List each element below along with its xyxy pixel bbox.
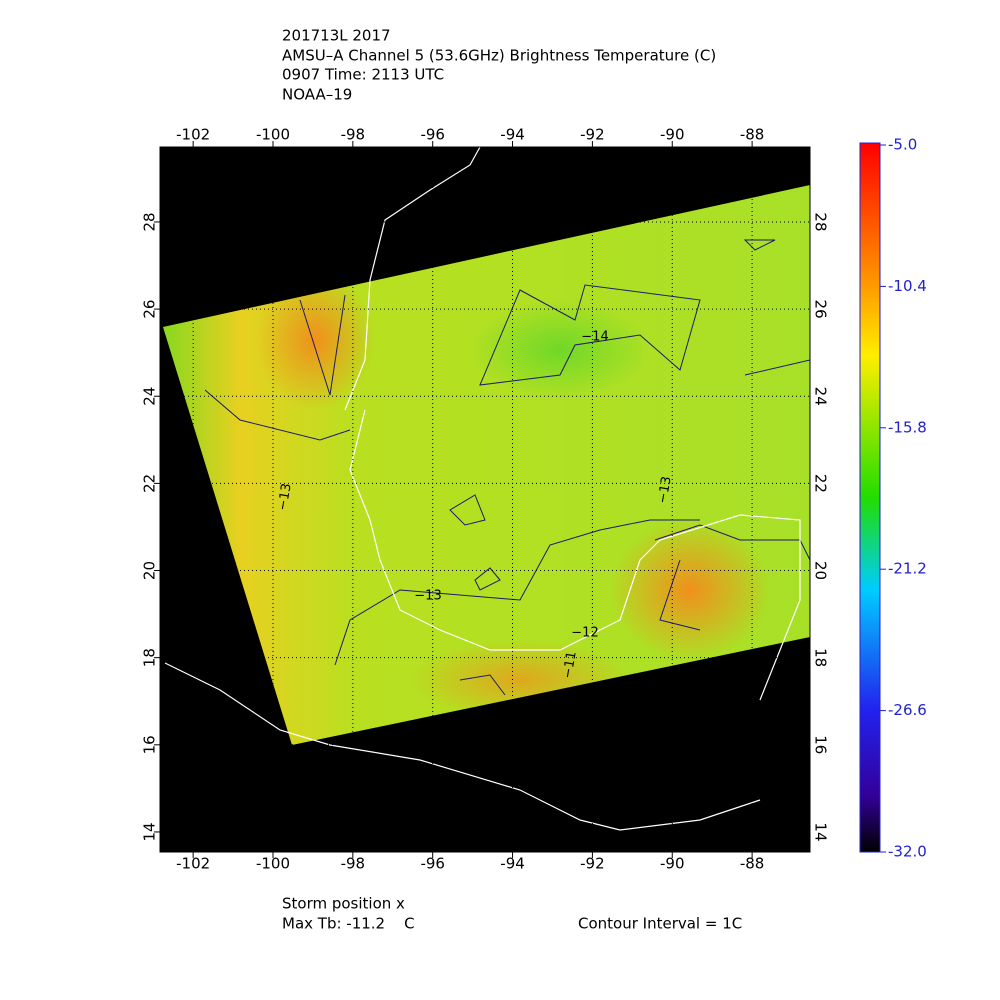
lat-tick-label: 24 bbox=[141, 387, 159, 406]
lat-tick-label: 28 bbox=[141, 212, 159, 231]
swath bbox=[163, 147, 810, 831]
lat-tick-label: 22 bbox=[812, 474, 830, 493]
lon-tick-label: -102 bbox=[176, 126, 210, 144]
lat-tick-label: 18 bbox=[141, 648, 159, 667]
footer: Storm position x Max Tb: -11.2 C Contour… bbox=[282, 895, 742, 933]
lon-tick-label: -90 bbox=[660, 126, 685, 144]
lat-tick-label: 16 bbox=[812, 735, 830, 754]
header-line: NOAA–19 bbox=[282, 86, 352, 104]
lat-tick-label: 20 bbox=[141, 561, 159, 580]
lat-tick-label: 14 bbox=[812, 822, 830, 841]
lon-tick-label: -98 bbox=[341, 126, 366, 144]
contour-label: −13 bbox=[655, 475, 675, 505]
lon-tick-label: -94 bbox=[500, 855, 525, 873]
lon-tick-label: -100 bbox=[256, 855, 290, 873]
contour-label: −13 bbox=[414, 589, 441, 604]
lon-tick-label: -96 bbox=[420, 126, 445, 144]
coastline bbox=[164, 147, 801, 831]
contour-label: −14 bbox=[581, 330, 608, 345]
lat-tick-label: 20 bbox=[812, 561, 830, 580]
lon-tick-label: -92 bbox=[580, 855, 605, 873]
lon-tick-label: -90 bbox=[660, 855, 685, 873]
colorbar-label: -26.6 bbox=[888, 701, 927, 719]
lat-tick-label: 24 bbox=[812, 387, 830, 406]
colorbar-label: -32.0 bbox=[888, 843, 927, 861]
lat-tick-label: 26 bbox=[141, 300, 159, 319]
contour-label: −13 bbox=[275, 482, 295, 512]
lon-tick-label: -96 bbox=[420, 855, 445, 873]
lat-tick-label: 26 bbox=[812, 300, 830, 319]
contour-label: −12 bbox=[571, 626, 598, 641]
storm-position: Storm position x bbox=[282, 895, 405, 913]
lat-tick-label: 28 bbox=[812, 212, 830, 231]
map: -102 -102 -100 -100 -98 -98 -96 -96 -94 -94 -92 -92… bbox=[141, 126, 830, 873]
colorbar-scale bbox=[859, 142, 881, 853]
lon-tick-label: -92 bbox=[580, 126, 605, 144]
colorbar-label: -15.8 bbox=[888, 418, 927, 436]
contour-interval: Contour Interval = 1C bbox=[578, 915, 742, 933]
contour-label: −11 bbox=[560, 650, 580, 680]
lat-tick-label: 22 bbox=[141, 474, 159, 493]
header-line: AMSU–A Channel 5 (53.6GHz) Brightness Te… bbox=[282, 47, 716, 65]
map-frame bbox=[159, 146, 811, 853]
lat-tick-label: 16 bbox=[141, 735, 159, 754]
header-line: 0907 Time: 2113 UTC bbox=[282, 66, 444, 84]
colorbar-label: -5.0 bbox=[888, 136, 917, 154]
lat-tick-label: 14 bbox=[141, 822, 159, 841]
lon-tick-label: -94 bbox=[500, 126, 525, 144]
header-line: 201713L 2017 bbox=[282, 27, 391, 45]
lon-tick-label: -98 bbox=[341, 855, 366, 873]
lon-tick-label: -100 bbox=[256, 126, 290, 144]
lon-tick-label: -88 bbox=[740, 126, 765, 144]
colorbar-label: -21.2 bbox=[888, 560, 927, 578]
colorbar-label: -10.4 bbox=[888, 277, 927, 295]
lon-tick-label: -88 bbox=[740, 855, 765, 873]
max-tb: Max Tb: -11.2 C bbox=[282, 915, 415, 933]
header: 201713L 2017 AMSU–A Channel 5 (53.6GHz) … bbox=[282, 27, 716, 104]
lat-tick-label: 18 bbox=[812, 648, 830, 667]
lon-tick-label: -102 bbox=[176, 855, 210, 873]
colorbar: -5.0 -10.4 -15.8 -21.2 -26.6 -32.0 bbox=[859, 136, 927, 861]
